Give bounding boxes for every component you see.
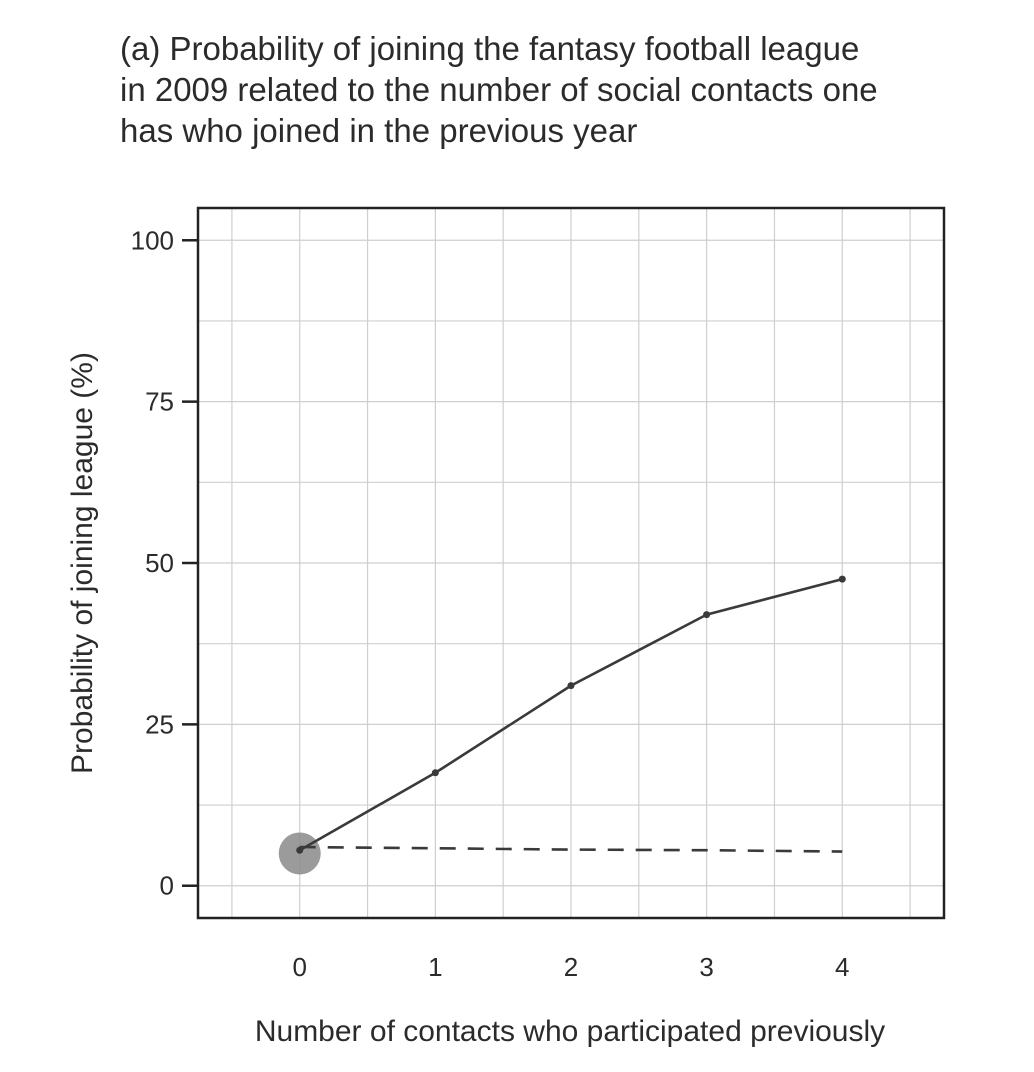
data-point [839,576,846,583]
y-axis-title: Probability of joining league (%) [66,352,99,774]
x-tick-label: 3 [699,952,713,982]
data-point [432,769,439,776]
x-tick-label: 0 [292,952,306,982]
x-axis-title: Number of contacts who participated prev… [255,1015,885,1048]
y-tick-label: 25 [145,709,174,739]
y-axis: 0 25 50 75 100 [131,225,198,900]
x-tick-label: 1 [428,952,442,982]
y-tick-label: 50 [145,548,174,578]
x-axis: 0 1 2 3 4 [292,952,849,982]
x-tick-label: 2 [564,952,578,982]
y-tick-label: 75 [145,387,174,417]
y-tick-label: 100 [131,225,174,255]
x-tick-label: 4 [835,952,849,982]
grid-lines [198,208,944,918]
y-tick-label: 0 [160,871,174,901]
data-point [703,611,710,618]
series-group [279,576,846,875]
data-point [568,682,575,689]
